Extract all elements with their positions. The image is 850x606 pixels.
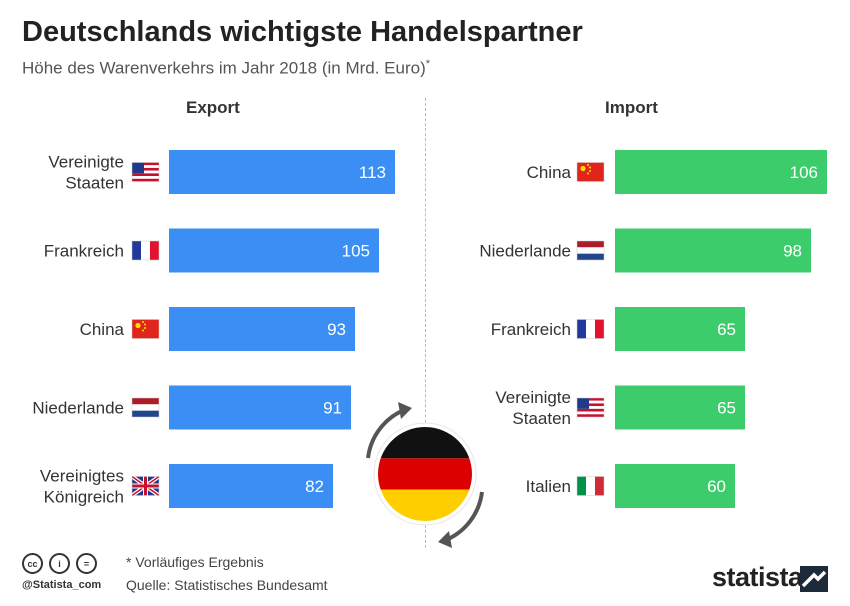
subtitle-footnote-marker: *: [425, 58, 431, 70]
import-category-label: Italien: [526, 477, 571, 496]
flag-it-icon: [576, 476, 605, 496]
creative-commons-icon: cc: [22, 553, 43, 574]
import-category-label: Staaten: [512, 409, 571, 428]
exchange-arrows-icon: [366, 402, 484, 548]
export-value-label: 82: [305, 477, 324, 496]
panel-divider: [425, 98, 426, 548]
import-panel-title: Import: [605, 98, 658, 117]
export-category-label: Frankreich: [44, 242, 124, 261]
export-bar: [169, 228, 379, 273]
footnote: * Vorläufiges Ergebnis: [126, 554, 264, 570]
flag-us-icon: [131, 162, 160, 182]
export-bar: [169, 464, 333, 508]
flag-cn-icon: [131, 319, 160, 339]
chart-title: Deutschlands wichtigste Handelspartner: [22, 16, 583, 48]
import-value-label: 106: [790, 163, 818, 182]
export-bar: [169, 385, 351, 430]
flag-fr-icon: [131, 240, 160, 261]
import-bar: [615, 307, 745, 351]
statista-handle: @Statista_com: [22, 579, 102, 591]
no-derivatives-icon: =: [76, 553, 97, 574]
import-bar: [615, 228, 811, 273]
export-category-label: Staaten: [65, 174, 124, 193]
import-value-label: 65: [717, 320, 736, 339]
import-category-label: Vereinigte: [495, 388, 571, 407]
import-value-label: 65: [717, 399, 736, 418]
import-value-label: 60: [707, 477, 726, 496]
import-bar: [615, 385, 745, 430]
statista-logo-text[interactable]: statista: [712, 562, 803, 592]
export-bar: [169, 307, 355, 351]
export-bar: [169, 150, 395, 194]
export-category-label: Vereinigte: [48, 153, 124, 172]
export-value-label: 113: [359, 163, 386, 182]
export-value-label: 105: [342, 242, 370, 261]
flag-uk-icon: [130, 474, 161, 498]
flag-cn-icon: [576, 162, 605, 182]
import-category-label: China: [527, 163, 572, 182]
export-category-label: Königreich: [44, 488, 124, 507]
flag-nl-icon: [131, 397, 160, 418]
import-category-label: Niederlande: [479, 242, 571, 261]
flag-us-icon: [576, 397, 605, 418]
import-bar: [615, 150, 827, 194]
subtitle-text: Höhe des Warenverkehrs im Jahr 2018 (in …: [22, 58, 426, 78]
export-value-label: 93: [327, 320, 346, 339]
statista-logo-icon: [800, 566, 828, 592]
germany-flag-badge: [373, 422, 477, 526]
import-category-label: Frankreich: [491, 320, 571, 339]
source-note: Quelle: Statistisches Bundesamt: [126, 577, 328, 593]
chart-subtitle: Höhe des Warenverkehrs im Jahr 2018 (in …: [22, 58, 430, 79]
export-category-label: Vereinigtes: [40, 467, 124, 486]
import-bar: [615, 464, 735, 508]
export-panel-title: Export: [186, 98, 240, 117]
attribution-icon: i: [49, 553, 70, 574]
import-value-label: 98: [783, 242, 802, 261]
export-value-label: 91: [323, 399, 342, 418]
flag-fr-icon: [576, 319, 605, 339]
flag-nl-icon: [576, 240, 605, 261]
export-category-label: Niederlande: [32, 399, 124, 418]
export-category-label: China: [80, 320, 125, 339]
germany-flag-icon: [378, 427, 472, 521]
